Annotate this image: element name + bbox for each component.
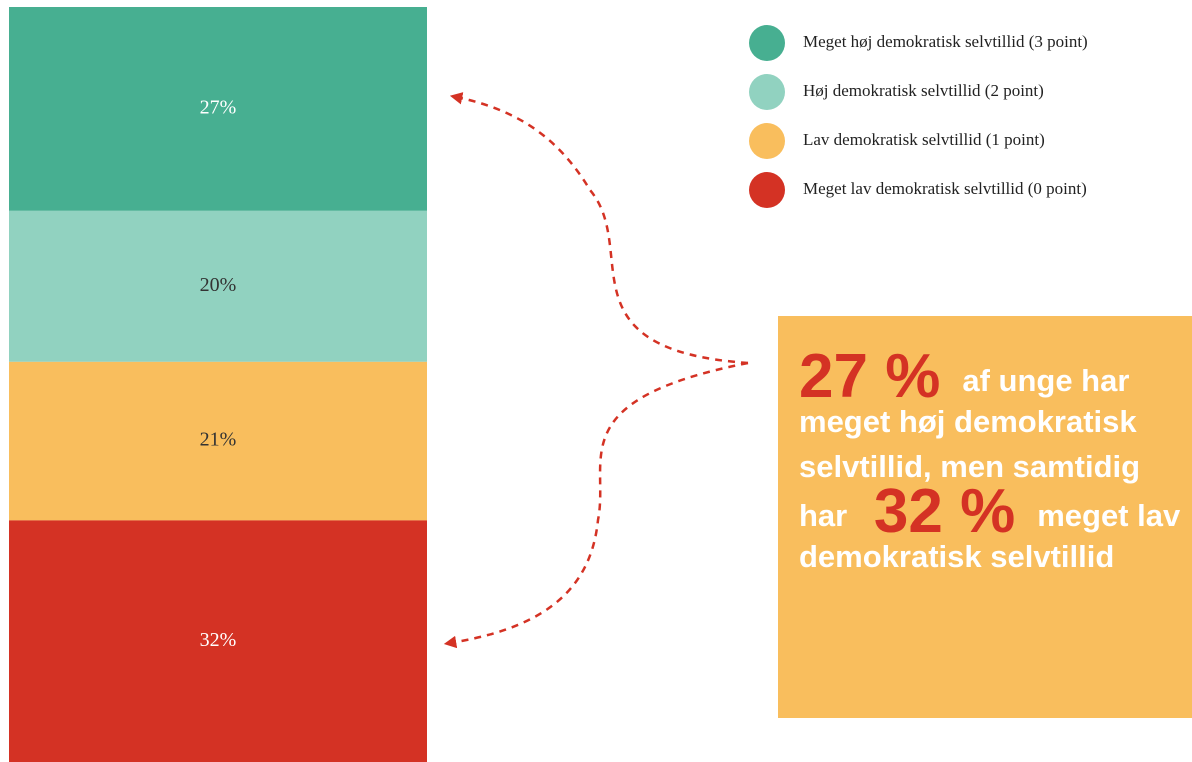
bar-segment	[9, 7, 427, 211]
arrow	[449, 92, 749, 365]
callout-text-part: meget lav	[1037, 498, 1181, 533]
callout-line: 27 % af unge har	[799, 346, 1192, 408]
value-label: 27%	[200, 97, 237, 119]
legend-marker	[749, 25, 785, 61]
callout-text-part: demokratisk selvtillid	[799, 539, 1115, 574]
callout-line: selvtillid, men samtidig	[799, 446, 1192, 491]
callout-text-part: har	[799, 498, 848, 533]
callout-box: 27 % af unge har meget høj demokratisk selv…	[778, 316, 1192, 718]
callout-text-part: meget høj demokratisk	[799, 404, 1137, 439]
callout-highlight: 27 %	[799, 342, 941, 411]
legend-marker	[749, 172, 785, 208]
callout-line: demokratisk selvtillid	[799, 536, 1192, 581]
arrow	[443, 361, 749, 649]
value-label: 21%	[200, 429, 237, 451]
callout-line: meget høj demokratisk	[799, 401, 1192, 446]
legend-label: Meget høj demokratisk selvtillid (3 poin…	[803, 32, 1088, 51]
bar-segment	[9, 361, 427, 521]
legend-label: Lav demokratisk selvtillid (1 point)	[803, 130, 1045, 149]
callout-text-part: af unge har	[962, 363, 1130, 398]
callout-text: 27 % af unge har meget høj demokratisk selv…	[799, 346, 1192, 581]
legend-marker	[749, 123, 785, 159]
callout-highlight: 32 %	[873, 477, 1016, 546]
callout-text-part: selvtillid, men samtidig	[799, 449, 1141, 484]
value-label: 32%	[200, 629, 237, 651]
value-label: 20%	[200, 274, 237, 296]
legend-marker	[749, 74, 785, 110]
bar-segment	[9, 210, 427, 362]
legend-label: Meget lav demokratisk selvtillid (0 poin…	[803, 179, 1087, 198]
bar-segment	[9, 520, 427, 762]
callout-line: har 32 % meget lav	[799, 481, 1192, 543]
legend-label: Høj demokratisk selvtillid (2 point)	[803, 81, 1044, 100]
